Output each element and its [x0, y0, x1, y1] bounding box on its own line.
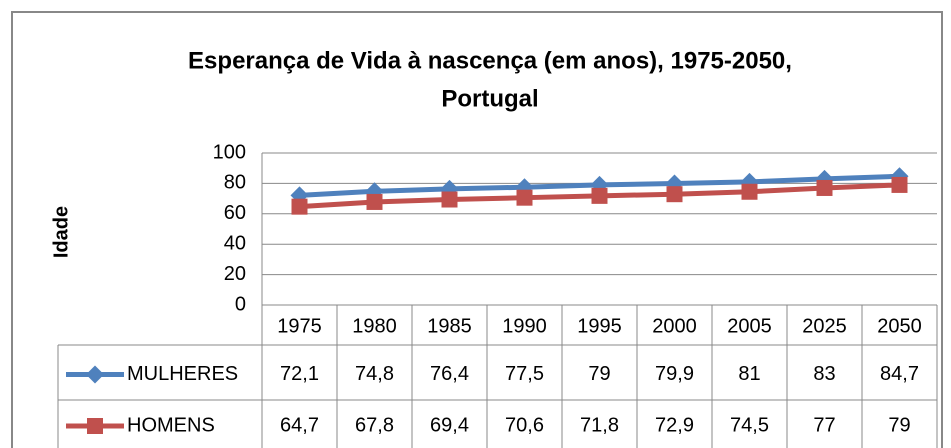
marker — [666, 186, 683, 203]
y-tick-label: 60 — [224, 202, 246, 224]
y-axis-label: Idade — [50, 206, 72, 258]
table-value: 81 — [738, 363, 760, 385]
chart-title: Esperança de Vida à nascença (em anos), … — [188, 47, 792, 74]
x-tick-label: 2005 — [727, 315, 772, 337]
table-value: 79 — [888, 414, 910, 436]
y-tick-label: 100 — [213, 141, 246, 163]
marker — [891, 176, 908, 193]
x-tick-label: 1990 — [502, 315, 547, 337]
marker — [816, 179, 833, 196]
y-tick-label: 80 — [224, 172, 246, 194]
marker — [86, 365, 104, 384]
x-tick-label: 2050 — [877, 315, 922, 337]
x-tick-label: 1995 — [577, 315, 622, 337]
table-value: 77,5 — [505, 363, 544, 385]
x-tick-label: 1980 — [352, 315, 397, 337]
table-value: 77 — [813, 414, 835, 436]
marker — [516, 189, 533, 206]
table-value: 74,5 — [730, 414, 769, 436]
chart-title: Portugal — [441, 85, 538, 112]
table-value: 76,4 — [430, 363, 469, 385]
table-value: 67,8 — [355, 414, 394, 436]
table-value: 69,4 — [430, 414, 469, 436]
table-value: 72,9 — [655, 414, 694, 436]
table-value: 72,1 — [280, 363, 319, 385]
y-tick-label: 40 — [224, 232, 246, 254]
legend-label: HOMENS — [127, 414, 215, 436]
table-value: 64,7 — [280, 414, 319, 436]
x-tick-label: 2000 — [652, 315, 697, 337]
marker — [291, 198, 308, 215]
table-value: 84,7 — [880, 363, 919, 385]
x-tick-label: 2025 — [802, 315, 847, 337]
y-tick-label: 20 — [224, 263, 246, 285]
marker — [87, 418, 103, 434]
table-value: 70,6 — [505, 414, 544, 436]
marker — [591, 187, 608, 204]
marker — [366, 193, 383, 210]
x-tick-label: 1985 — [427, 315, 472, 337]
table-value: 74,8 — [355, 363, 394, 385]
table-value: 79,9 — [655, 363, 694, 385]
x-tick-label: 1975 — [277, 315, 322, 337]
table-value: 71,8 — [580, 414, 619, 436]
legend-label: MULHERES — [127, 363, 238, 385]
marker — [441, 191, 458, 208]
table-value: 79 — [588, 363, 610, 385]
marker — [741, 183, 758, 200]
table-value: 83 — [813, 363, 835, 385]
y-tick-label: 0 — [235, 293, 246, 315]
